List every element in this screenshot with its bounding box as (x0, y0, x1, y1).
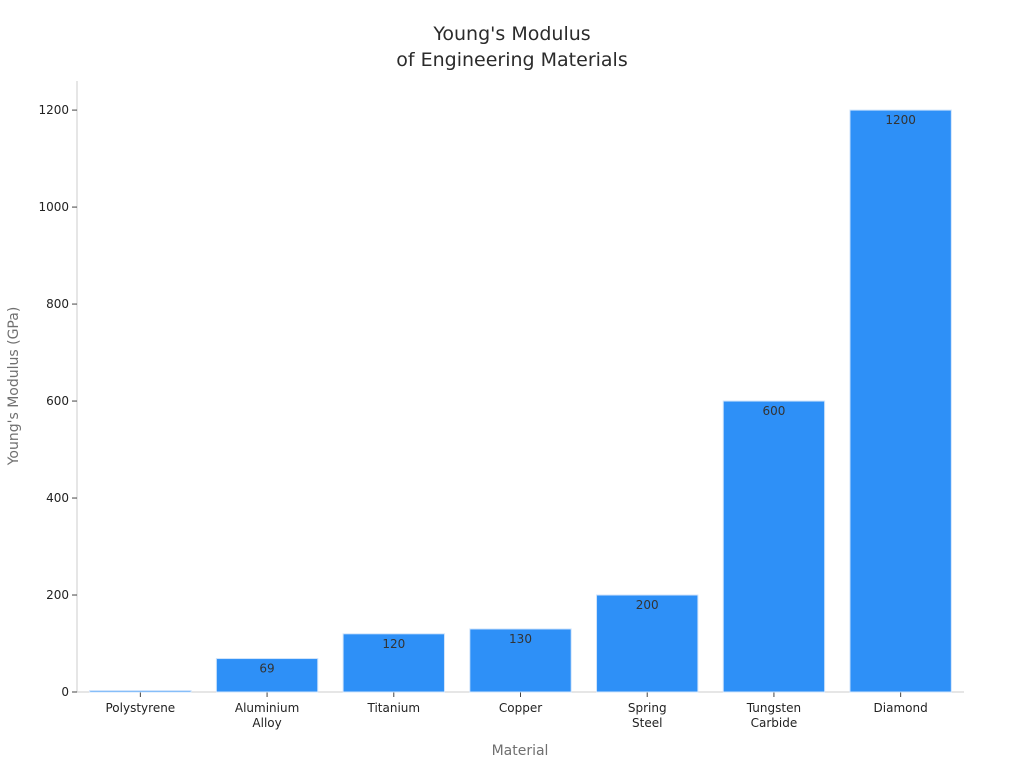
data-label: 200 (636, 598, 659, 612)
data-label: 120 (382, 637, 405, 651)
chart-title-line-1: Young's Modulus (432, 23, 590, 45)
chart-title: Young's Modulus of Engineering Materials (396, 23, 627, 71)
y-tick-label: 1200 (38, 103, 69, 117)
y-tick-label: 0 (61, 685, 69, 699)
x-tick-label: Tungsten Carbide (746, 701, 801, 730)
x-tick-label: Diamond (874, 701, 928, 715)
x-tick-label: Copper (499, 701, 542, 715)
data-label: 69 (259, 662, 274, 676)
bar (596, 594, 699, 693)
bar (469, 628, 572, 693)
x-tick-label: Polystyrene (106, 701, 176, 715)
x-tick-label: Aluminium Alloy (235, 701, 299, 730)
data-label: 600 (762, 404, 785, 418)
bar (89, 690, 192, 693)
bar (722, 400, 826, 693)
x-tick-label: Spring Steel (628, 701, 667, 730)
bar (215, 658, 319, 693)
x-axis-title: Material (492, 743, 549, 759)
y-axis: 0 200 400 600 800 1000 1200 (38, 81, 78, 699)
x-axis: Polystyrene Aluminium Alloy Titanium Copper S… (77, 691, 964, 730)
bars (89, 109, 952, 693)
data-label: 1200 (885, 113, 916, 127)
y-axis-title: Young's Modulus (GPa) (6, 307, 22, 467)
x-tick-label: Titanium (366, 701, 420, 715)
y-tick-label: 400 (46, 491, 69, 505)
y-tick-label: 200 (46, 588, 69, 602)
data-labels: 69 120 130 200 600 1200 (259, 113, 915, 675)
bar (849, 109, 952, 693)
bar (342, 633, 445, 693)
y-tick-label: 1000 (38, 200, 69, 214)
y-tick-label: 800 (46, 297, 69, 311)
data-label: 130 (509, 632, 532, 646)
y-tick-label: 600 (46, 394, 69, 408)
chart-title-line-2: of Engineering Materials (396, 49, 627, 71)
